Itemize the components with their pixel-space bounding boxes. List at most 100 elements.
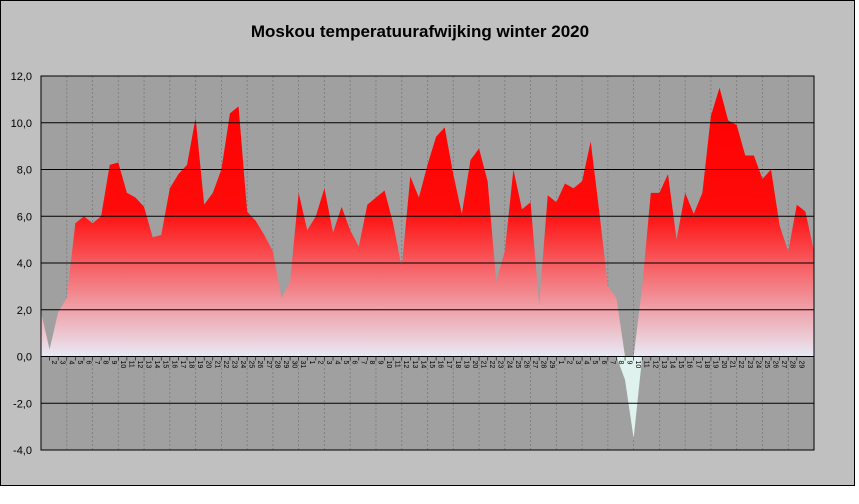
x-tick-label: 11 [394, 361, 401, 368]
x-tick-label: 21 [729, 361, 736, 369]
x-tick-label: 24 [754, 361, 761, 369]
x-tick-label: 23 [230, 361, 237, 369]
x-tick-label: 13 [411, 361, 418, 369]
x-tick-label: 9 [110, 361, 117, 365]
x-tick-label: 16 [170, 361, 177, 369]
x-tick-label: 3 [325, 361, 332, 365]
x-tick-label: 17 [179, 361, 186, 369]
x-tick-label: 28 [273, 361, 280, 369]
x-tick-label: 19 [462, 361, 469, 369]
x-tick-label: 22 [222, 361, 229, 369]
x-tick-label: 30 [291, 361, 298, 369]
x-tick-label: 1 [557, 361, 564, 365]
x-tick-label: 18 [188, 361, 195, 369]
x-tick-label: 4 [67, 361, 74, 365]
plot-border [40, 75, 815, 451]
x-tick-label: 31 [299, 361, 306, 369]
x-tick-label: 18 [703, 361, 710, 369]
x-tick-label: 4 [334, 361, 341, 365]
x-tick-label: 20 [471, 361, 478, 369]
x-tick-label: 24 [239, 361, 246, 369]
x-tick-label: 7 [93, 361, 100, 365]
x-tick-label: 26 [522, 361, 529, 369]
x-tick-label: 19 [711, 361, 718, 369]
x-tick-label: 25 [248, 361, 255, 369]
x-tick-label: 13 [660, 361, 667, 369]
x-tick-label: 12 [651, 361, 658, 369]
y-tick-label: 0,0 [17, 352, 32, 364]
x-tick-label: 12 [402, 361, 409, 369]
x-tick-label: 15 [677, 361, 684, 369]
x-tick-label: 10 [634, 361, 641, 369]
y-tick-label: 10,0 [11, 118, 32, 130]
x-tick-label: 8 [617, 361, 624, 365]
positive-area-series [41, 87, 814, 357]
x-tick-label: 9 [626, 361, 633, 365]
x-tick-label: 14 [153, 361, 160, 369]
x-tick-label: 16 [437, 361, 444, 369]
x-tick-label: 27 [265, 361, 272, 369]
y-tick-label: -4,0 [13, 445, 32, 457]
x-tick-label: 5 [76, 361, 83, 365]
x-tick-label: 25 [514, 361, 521, 369]
x-tick-label: 12 [136, 361, 143, 369]
x-tick-label: 23 [497, 361, 504, 369]
x-tick-label: 26 [256, 361, 263, 369]
x-tick-label: 10 [385, 361, 392, 369]
x-tick-label: 6 [600, 361, 607, 365]
x-tick-label: 25 [763, 361, 770, 369]
x-tick-label: 23 [746, 361, 753, 369]
x-tick-label: 3 [59, 361, 66, 365]
x-tick-label: 19 [196, 361, 203, 369]
x-tick-label: 14 [668, 361, 675, 369]
x-tick-label: 24 [505, 361, 512, 369]
x-tick-label: 1 [308, 361, 315, 365]
x-tick-label: 17 [445, 361, 452, 369]
x-tick-label: 29 [548, 361, 555, 369]
x-tick-label: 6 [84, 361, 91, 365]
x-tick-label: 2 [565, 361, 572, 365]
x-tick-label: 8 [102, 361, 109, 365]
x-tick-label: 28 [789, 361, 796, 369]
x-tick-label: 22 [488, 361, 495, 369]
x-tick-label: 11 [643, 361, 650, 368]
y-tick-label: -2,0 [13, 398, 32, 410]
x-tick-label: 14 [419, 361, 426, 369]
x-tick-label: 15 [162, 361, 169, 369]
x-tick-label: 16 [686, 361, 693, 369]
y-tick-label: 8,0 [17, 165, 32, 177]
x-tick-label: 13 [145, 361, 152, 369]
x-tick-label: 7 [608, 361, 615, 365]
x-tick-label: 5 [342, 361, 349, 365]
x-tick-label: 11 [127, 361, 134, 368]
x-tick-label: 4 [583, 361, 590, 365]
x-tick-label: 21 [480, 361, 487, 369]
x-tick-label: 8 [368, 361, 375, 365]
x-tick-label: 6 [351, 361, 358, 365]
y-tick-label: 6,0 [17, 211, 32, 223]
chart-title: Moskou temperatuurafwijking winter 2020 [250, 22, 590, 41]
x-tick-label: 29 [282, 361, 289, 369]
x-tick-label: 20 [720, 361, 727, 369]
x-tick-label: 28 [540, 361, 547, 369]
x-tick-label: 26 [772, 361, 779, 369]
y-tick-label: 4,0 [17, 258, 32, 270]
x-tick-label: 27 [531, 361, 538, 369]
x-tick-label: 18 [454, 361, 461, 369]
x-tick-label: 3 [574, 361, 581, 365]
x-tick-label: 21 [213, 361, 220, 369]
x-tick-label: 27 [780, 361, 787, 369]
x-tick-label: 7 [359, 361, 366, 365]
y-tick-label: 2,0 [17, 305, 32, 317]
x-tick-label: 2 [50, 361, 57, 365]
x-tick-label: 2 [316, 361, 323, 365]
x-tick-label: 10 [119, 361, 126, 369]
x-tick-label: 17 [694, 361, 701, 369]
y-tick-label: 12,0 [11, 71, 32, 83]
x-tick-label: 9 [376, 361, 383, 365]
x-tick-label: 22 [737, 361, 744, 369]
x-tick-label: 20 [205, 361, 212, 369]
x-tick-label: 29 [797, 361, 804, 369]
x-tick-label: 15 [428, 361, 435, 369]
